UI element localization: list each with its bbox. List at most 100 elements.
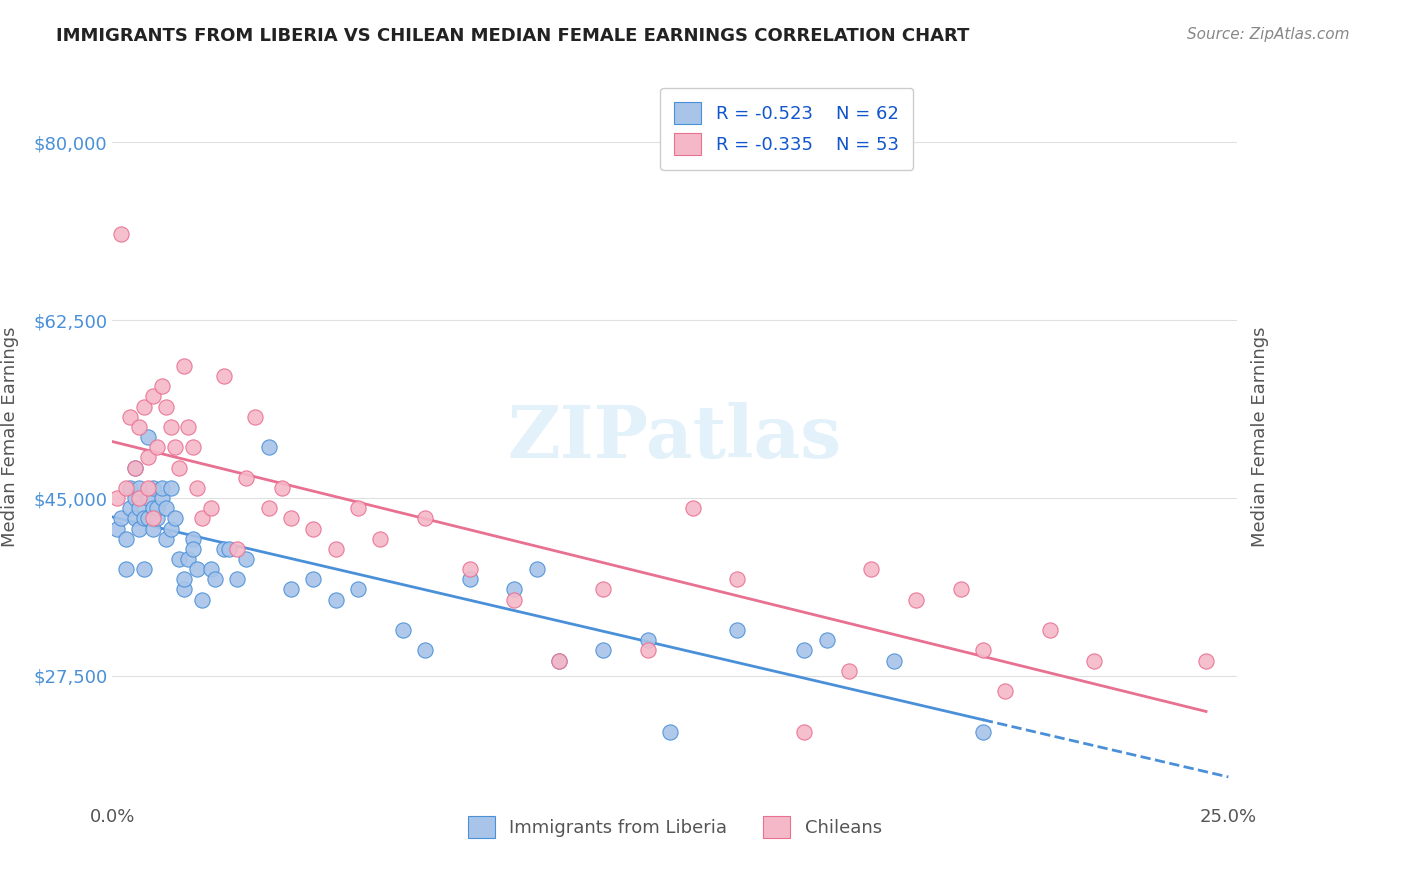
Point: [659, 724, 682, 739]
Point: [142, 511, 165, 525]
Point: [155, 501, 177, 516]
Point: [120, 409, 142, 424]
Point: [1083, 654, 1105, 668]
Point: [949, 582, 972, 597]
Point: [142, 521, 165, 535]
Point: [124, 491, 146, 505]
Point: [280, 511, 302, 525]
Point: [526, 562, 548, 576]
Point: [186, 481, 208, 495]
Point: [110, 227, 132, 241]
Point: [136, 450, 159, 465]
Point: [302, 572, 325, 586]
Point: [110, 511, 132, 525]
Point: [124, 460, 146, 475]
Point: [218, 541, 240, 556]
Point: [105, 491, 128, 505]
Point: [503, 592, 526, 607]
Point: [245, 409, 267, 424]
Point: [177, 552, 200, 566]
Point: [200, 501, 222, 516]
Point: [860, 562, 883, 576]
Point: [815, 633, 838, 648]
Point: [302, 521, 325, 535]
Point: [793, 643, 815, 657]
Point: [257, 440, 280, 454]
Point: [347, 582, 370, 597]
Point: [124, 460, 146, 475]
Y-axis label: Median Female Earnings: Median Female Earnings: [1251, 326, 1270, 548]
Point: [637, 633, 659, 648]
Point: [136, 491, 159, 505]
Point: [150, 379, 173, 393]
Point: [120, 501, 142, 516]
Point: [190, 592, 212, 607]
Point: [271, 481, 294, 495]
Point: [177, 420, 200, 434]
Point: [413, 643, 436, 657]
Point: [413, 511, 436, 525]
Point: [592, 643, 614, 657]
Point: [173, 572, 195, 586]
Point: [120, 481, 142, 495]
Point: [972, 724, 994, 739]
Point: [136, 481, 159, 495]
Text: Source: ZipAtlas.com: Source: ZipAtlas.com: [1187, 27, 1350, 42]
Point: [128, 420, 150, 434]
Point: [1039, 623, 1062, 637]
Point: [105, 521, 128, 535]
Y-axis label: Median Female Earnings: Median Female Earnings: [1, 326, 20, 548]
Point: [637, 643, 659, 657]
Point: [181, 541, 204, 556]
Point: [155, 400, 177, 414]
Point: [159, 521, 181, 535]
Point: [725, 623, 748, 637]
Point: [325, 541, 347, 556]
Point: [547, 654, 569, 668]
Point: [186, 562, 208, 576]
Point: [325, 592, 347, 607]
Point: [155, 532, 177, 546]
Point: [458, 572, 481, 586]
Point: [503, 582, 526, 597]
Point: [132, 511, 155, 525]
Point: [391, 623, 413, 637]
Point: [146, 501, 169, 516]
Point: [972, 643, 994, 657]
Point: [146, 440, 169, 454]
Point: [128, 481, 150, 495]
Point: [128, 501, 150, 516]
Point: [190, 511, 212, 525]
Point: [136, 430, 159, 444]
Point: [235, 552, 257, 566]
Point: [163, 511, 186, 525]
Point: [150, 491, 173, 505]
Point: [173, 359, 195, 373]
Point: [1195, 654, 1218, 668]
Point: [169, 552, 191, 566]
Point: [142, 501, 165, 516]
Point: [128, 491, 150, 505]
Point: [159, 420, 181, 434]
Point: [347, 501, 370, 516]
Point: [226, 541, 249, 556]
Point: [904, 592, 927, 607]
Point: [226, 572, 249, 586]
Point: [146, 511, 169, 525]
Point: [235, 471, 257, 485]
Point: [115, 532, 138, 546]
Point: [163, 440, 186, 454]
Text: ZIPatlas: ZIPatlas: [508, 401, 842, 473]
Point: [682, 501, 704, 516]
Point: [124, 511, 146, 525]
Point: [368, 532, 391, 546]
Point: [181, 532, 204, 546]
Point: [793, 724, 815, 739]
Point: [883, 654, 905, 668]
Point: [142, 481, 165, 495]
Point: [212, 369, 235, 384]
Point: [132, 400, 155, 414]
Point: [458, 562, 481, 576]
Point: [994, 684, 1017, 698]
Legend: Immigrants from Liberia, Chileans: Immigrants from Liberia, Chileans: [453, 801, 897, 852]
